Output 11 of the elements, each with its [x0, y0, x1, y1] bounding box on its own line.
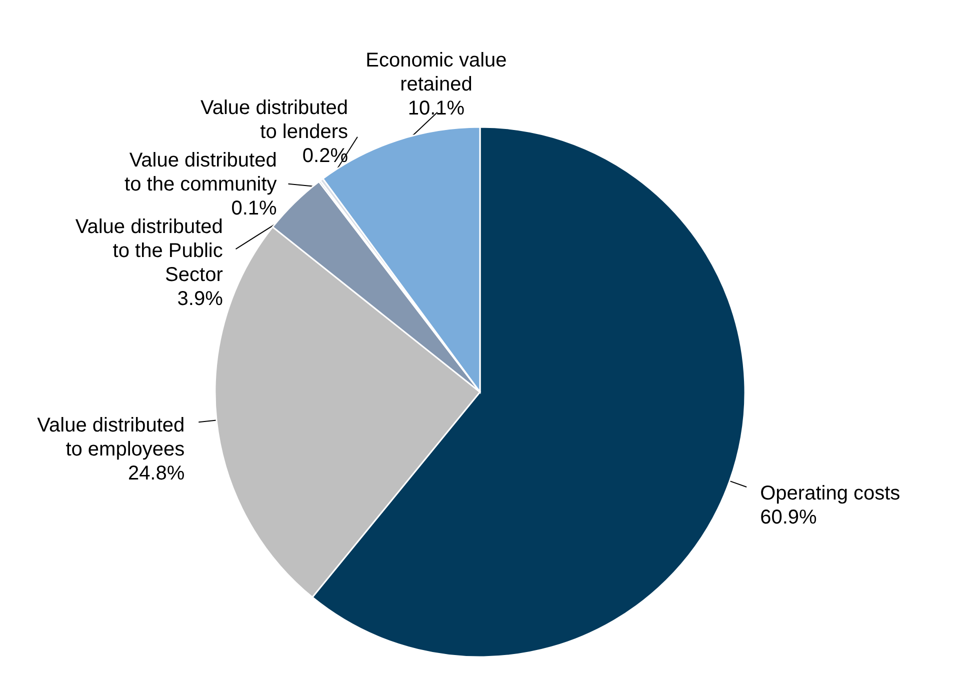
data-label: 60.9% — [760, 506, 818, 529]
data-label: 0.1% — [231, 197, 278, 220]
slice-label: Value distributed to the community — [124, 149, 277, 196]
slice-label: Operating costs — [760, 482, 900, 505]
slice-label: Value distributed to employees — [37, 414, 185, 461]
data-label: 10.1% — [408, 97, 465, 120]
slice-label: Value distributed to the Public Sector — [75, 216, 224, 286]
data-label: 24.8% — [128, 462, 185, 485]
slice-label: Value distributed to lenders — [200, 97, 348, 144]
data-label: 3.9% — [177, 288, 224, 310]
slice-label: Economic value retained — [366, 49, 507, 96]
